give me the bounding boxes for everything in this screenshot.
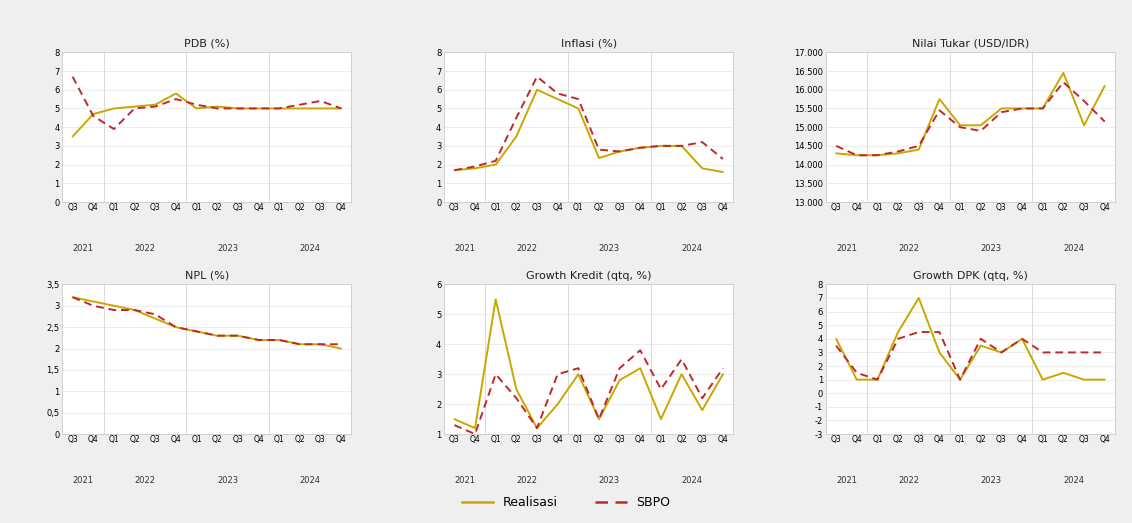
Text: 2023: 2023 xyxy=(980,244,1002,253)
Text: 2022: 2022 xyxy=(135,476,155,485)
Text: 2024: 2024 xyxy=(681,476,703,485)
Text: 2021: 2021 xyxy=(72,476,94,485)
Text: 2022: 2022 xyxy=(898,476,919,485)
Text: 2022: 2022 xyxy=(516,244,538,253)
Title: Growth DPK (qtq, %): Growth DPK (qtq, %) xyxy=(914,271,1028,281)
Text: 2024: 2024 xyxy=(1063,244,1084,253)
Title: NPL (%): NPL (%) xyxy=(185,271,229,281)
Text: 2024: 2024 xyxy=(300,476,320,485)
Title: PDB (%): PDB (%) xyxy=(185,39,230,49)
Text: 2023: 2023 xyxy=(599,476,620,485)
Text: 2021: 2021 xyxy=(454,244,475,253)
Title: Growth Kredit (qtq, %): Growth Kredit (qtq, %) xyxy=(526,271,651,281)
Legend: Realisasi, SBPO: Realisasi, SBPO xyxy=(456,491,676,514)
Text: 2023: 2023 xyxy=(217,476,238,485)
Text: 2021: 2021 xyxy=(72,244,94,253)
Text: 2024: 2024 xyxy=(681,244,703,253)
Text: 2022: 2022 xyxy=(135,244,155,253)
Title: Nilai Tukar (USD/IDR): Nilai Tukar (USD/IDR) xyxy=(911,39,1029,49)
Text: 2021: 2021 xyxy=(454,476,475,485)
Text: 2024: 2024 xyxy=(1063,476,1084,485)
Text: 2024: 2024 xyxy=(300,244,320,253)
Text: 2023: 2023 xyxy=(980,476,1002,485)
Text: 2023: 2023 xyxy=(599,244,620,253)
Text: 2023: 2023 xyxy=(217,244,238,253)
Text: 2021: 2021 xyxy=(835,476,857,485)
Text: 2022: 2022 xyxy=(516,476,538,485)
Title: Inflasi (%): Inflasi (%) xyxy=(560,39,617,49)
Text: 2022: 2022 xyxy=(898,244,919,253)
Text: 2021: 2021 xyxy=(835,244,857,253)
